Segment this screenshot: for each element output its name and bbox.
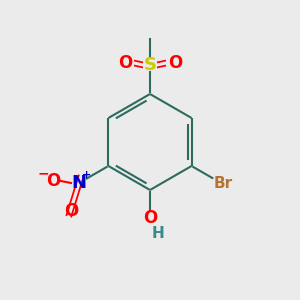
Text: O: O: [46, 172, 60, 190]
Text: +: +: [82, 170, 91, 180]
Text: O: O: [118, 54, 132, 72]
Text: Br: Br: [213, 176, 232, 191]
Text: O: O: [143, 209, 157, 227]
Text: N: N: [71, 174, 86, 192]
Text: S: S: [143, 56, 157, 74]
Text: O: O: [168, 54, 182, 72]
Text: H: H: [152, 226, 164, 242]
Text: −: −: [37, 166, 49, 180]
Text: O: O: [64, 202, 78, 220]
